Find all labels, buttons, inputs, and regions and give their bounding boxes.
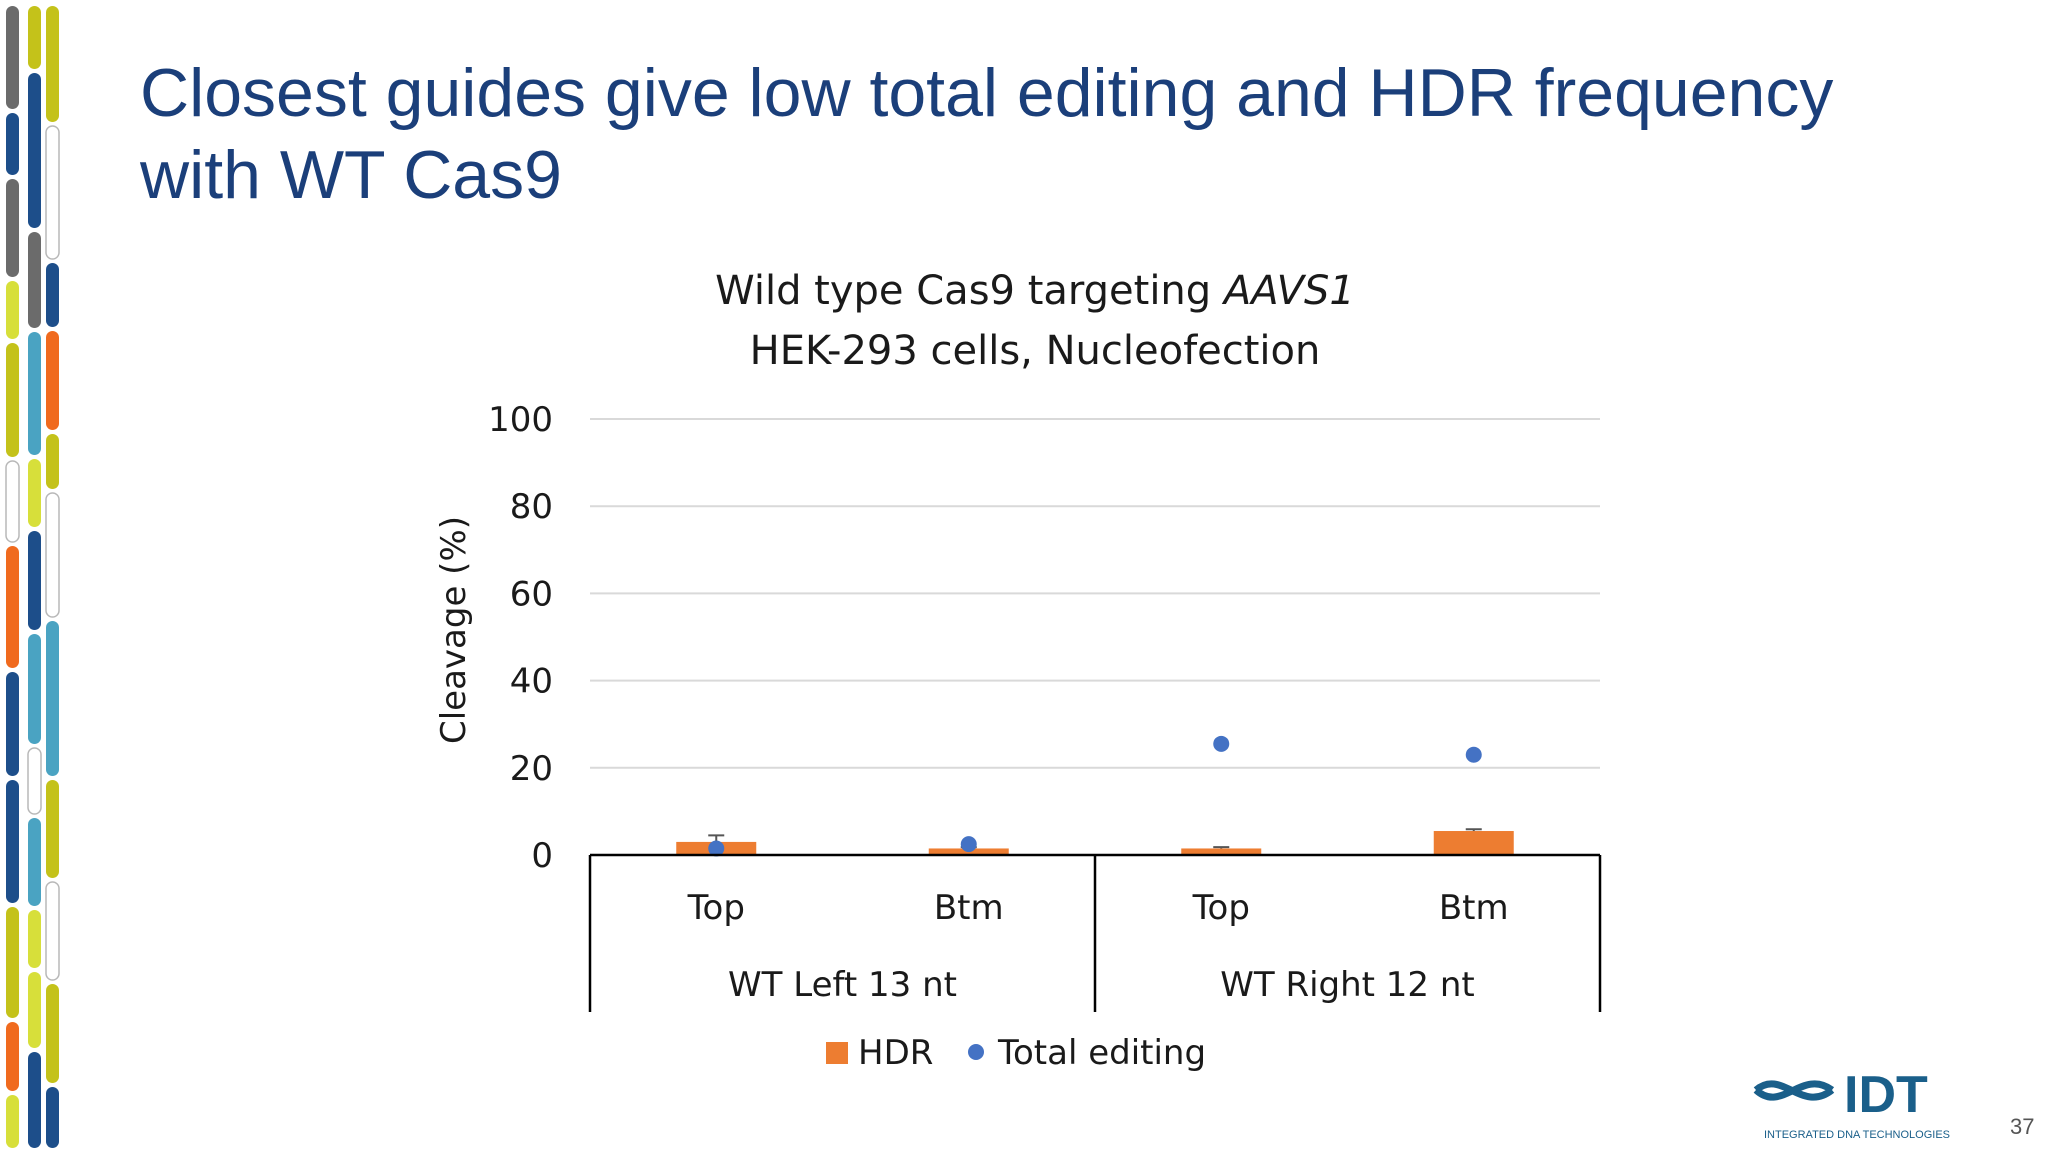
dna-segment bbox=[28, 1052, 41, 1148]
dna-segment bbox=[6, 113, 19, 175]
dna-segment bbox=[46, 984, 59, 1083]
dna-segment bbox=[6, 6, 19, 109]
slide-title: Closest guides give low total editing an… bbox=[140, 52, 1940, 216]
idt-logo: IDT INTEGRATED DNA TECHNOLOGIES bbox=[1752, 1066, 1982, 1149]
grid-lines bbox=[590, 418, 1600, 769]
x-group-label: WT Right 12 nt bbox=[1220, 965, 1475, 1005]
dna-segment bbox=[45, 881, 60, 981]
hdr-bars bbox=[676, 828, 1514, 855]
y-tick-labels: 0 20 40 60 80 100 bbox=[488, 400, 553, 876]
slide-title-line-1: Closest guides give low total editing an… bbox=[140, 55, 1834, 131]
dna-segment bbox=[6, 546, 19, 668]
hdr-bar bbox=[1181, 848, 1262, 855]
dna-segment bbox=[45, 492, 60, 618]
dna-segment bbox=[28, 531, 41, 630]
dna-segment bbox=[46, 621, 59, 776]
dna-segment bbox=[28, 6, 41, 69]
dna-segment bbox=[28, 73, 41, 228]
dna-segment bbox=[28, 332, 41, 455]
x-axis: Top Btm Top Btm WT Left 13 nt WT Right 12 nt bbox=[588, 853, 1602, 1012]
dna-segment bbox=[46, 1087, 59, 1148]
x-tick-label: Btm bbox=[934, 888, 1004, 928]
dna-segment bbox=[28, 459, 41, 527]
dna-segment bbox=[6, 179, 19, 277]
dna-segment bbox=[46, 263, 59, 327]
dna-segment bbox=[28, 818, 41, 906]
dna-segment bbox=[46, 780, 59, 878]
total-editing-point bbox=[1213, 735, 1230, 752]
y-tick-label: 100 bbox=[488, 400, 553, 440]
dna-segment bbox=[28, 910, 41, 968]
dna-segment bbox=[28, 232, 41, 328]
y-tick-label: 80 bbox=[510, 487, 553, 527]
x-tick-label: Btm bbox=[1439, 888, 1509, 928]
idt-tagline: INTEGRATED DNA TECHNOLOGIES bbox=[1764, 1129, 1950, 1141]
slide-title-line-2: with WT Cas9 bbox=[140, 137, 562, 213]
chart-title-prefix: Wild type Cas9 targeting bbox=[715, 268, 1224, 314]
dna-segment bbox=[27, 747, 42, 815]
legend-total-editing-swatch bbox=[968, 1044, 984, 1060]
dna-segment bbox=[6, 1022, 19, 1091]
hdr-bar bbox=[1433, 831, 1514, 855]
dna-segment bbox=[6, 1095, 19, 1148]
x-group-label: WT Left 13 nt bbox=[728, 965, 957, 1005]
page-number: 37 bbox=[2010, 1114, 2035, 1139]
total-editing-point bbox=[960, 836, 977, 853]
dna-segment bbox=[6, 281, 19, 339]
dna-segment bbox=[6, 780, 19, 903]
y-tick-label: 0 bbox=[531, 836, 553, 876]
dna-segment bbox=[46, 434, 59, 489]
x-tick-label: Top bbox=[1192, 888, 1250, 928]
y-tick-label: 60 bbox=[510, 574, 553, 614]
dna-segment bbox=[5, 460, 20, 543]
dna-segment bbox=[28, 972, 41, 1048]
idt-wordmark: IDT bbox=[1844, 1068, 1928, 1124]
x-tick-label: Top bbox=[687, 888, 745, 928]
dna-segment bbox=[6, 672, 19, 776]
total-editing-point bbox=[708, 840, 725, 857]
legend-hdr-swatch bbox=[826, 1042, 848, 1064]
y-tick-label: 20 bbox=[510, 749, 553, 789]
dna-segment bbox=[45, 125, 60, 260]
dna-segment bbox=[46, 6, 59, 122]
legend-hdr-label: HDR bbox=[858, 1033, 933, 1073]
total-editing-points bbox=[708, 735, 1482, 857]
chart-title-line-2: HEK-293 cells, Nucleofection bbox=[750, 328, 1321, 374]
total-editing-point bbox=[1465, 746, 1482, 763]
y-axis-label: Cleavage (%) bbox=[434, 516, 474, 744]
dna-segment bbox=[28, 634, 41, 744]
dna-segment bbox=[46, 331, 59, 430]
dna-segment bbox=[6, 343, 19, 457]
legend: HDR Total editing bbox=[826, 1033, 1206, 1073]
dna-strip-decoration bbox=[5, 6, 60, 1148]
dna-segment bbox=[6, 907, 19, 1018]
chart-title-line-1: Wild type Cas9 targeting AAVS1 bbox=[715, 268, 1355, 314]
chart-title-gene: AAVS1 bbox=[1221, 268, 1355, 314]
y-tick-label: 40 bbox=[510, 662, 553, 702]
dna-helix-icon bbox=[1753, 1080, 1835, 1101]
legend-total-editing-label: Total editing bbox=[997, 1033, 1206, 1073]
